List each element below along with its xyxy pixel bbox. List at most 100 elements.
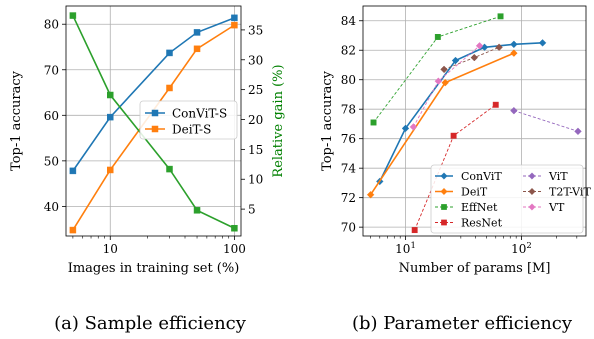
data-point	[470, 53, 479, 62]
series-line-effnet	[373, 15, 501, 123]
legend-swatch-marker	[528, 172, 536, 180]
y-tick-label: 76	[341, 132, 356, 146]
legend-swatch-marker	[440, 172, 448, 180]
data-point	[107, 166, 114, 174]
y-tick-label: 72	[341, 191, 356, 205]
data-point	[401, 124, 410, 133]
panel-b-series	[366, 13, 582, 234]
legend-label: ViT	[548, 170, 568, 183]
data-point	[231, 21, 238, 29]
legend-swatch-marker	[528, 203, 536, 211]
legend-label: EffNet	[461, 201, 498, 214]
x-tick-label: 102	[511, 241, 532, 256]
panel-b-y-axis-label: Top-1 accuracy	[320, 70, 335, 171]
y-tick-label: 82	[341, 44, 356, 58]
data-point	[107, 113, 114, 121]
y2-tick-label: 10	[248, 173, 263, 187]
data-point	[411, 227, 418, 234]
data-point	[434, 77, 443, 85]
data-point	[370, 119, 377, 126]
data-point	[574, 127, 582, 136]
x-tick-label: 10	[103, 242, 118, 256]
y2-tick-label: 20	[248, 113, 263, 127]
data-point	[441, 78, 449, 87]
y-tick-label: 60	[44, 109, 59, 123]
legend-swatch-marker	[441, 204, 447, 210]
legend-label: T2T-ViT	[549, 186, 591, 199]
data-point	[69, 167, 77, 175]
legend-box	[430, 164, 584, 234]
data-point	[475, 42, 484, 50]
panel-a-caption: (a) Sample efficiency	[54, 313, 247, 334]
x-tick-exponent: 1	[410, 241, 415, 251]
data-point	[450, 132, 457, 139]
legend-swatch-marker	[151, 125, 159, 133]
data-point	[434, 34, 441, 40]
panel-b-plot-frame	[362, 5, 587, 237]
data-point	[495, 43, 503, 52]
series-line-convit	[379, 42, 543, 182]
panel-a-series	[69, 12, 238, 234]
panel-a-x-axis-label: Images in training set (%)	[68, 261, 240, 276]
y2-tick-label: 30	[248, 53, 263, 67]
x-tick-label: 100	[223, 242, 246, 256]
panel-b-ticks: 101 102 70 72 74 76 78 80 82 84	[341, 14, 578, 256]
y-tick-label: 80	[341, 73, 356, 87]
legend-swatch-marker	[151, 109, 159, 117]
x-tick-label: 101	[395, 241, 416, 256]
data-point	[440, 65, 448, 74]
y2-tick-label: 25	[248, 83, 263, 97]
data-point	[231, 224, 238, 232]
data-point	[366, 190, 375, 199]
data-point	[538, 39, 547, 47]
panel-a-legend: ConViT-S DeiT-S	[139, 100, 238, 140]
data-point	[510, 40, 518, 49]
legend-label: VT	[548, 201, 565, 214]
data-point	[166, 84, 173, 92]
data-point	[69, 226, 77, 234]
panel-a-y-axis-label: Top-1 accuracy	[9, 70, 24, 171]
data-point	[451, 56, 460, 65]
y-tick-label: 40	[44, 200, 59, 214]
data-point	[193, 29, 201, 36]
y-tick-label: 70	[341, 221, 356, 235]
panel-a-ticks: 10 100 40 50 60 70 80 5 10 15 20 25 30 35	[44, 18, 264, 256]
y-tick-label: 84	[341, 14, 357, 28]
legend-swatch-marker	[440, 187, 448, 196]
legend-label: DeiT	[461, 186, 488, 199]
y-tick-label: 80	[44, 18, 59, 32]
legend-label: ResNet	[461, 217, 503, 230]
y-tick-label: 74	[341, 162, 357, 176]
data-point	[166, 165, 173, 173]
data-point	[166, 49, 173, 57]
y2-tick-label: 5	[248, 203, 256, 217]
y-tick-label: 50	[44, 154, 59, 168]
data-point	[193, 45, 201, 53]
data-point	[107, 91, 114, 99]
data-point	[510, 49, 518, 57]
data-point	[497, 13, 504, 20]
y2-tick-label: 35	[248, 23, 263, 37]
panel-b-legend: ConViT DeiT EffNet ResNet ViT T2T-ViT VT	[430, 164, 591, 234]
panel-b-parameter-efficiency: 101 102 70 72 74 76 78 80 82 84 Number of params …	[320, 5, 591, 334]
data-point	[231, 14, 238, 22]
legend-label: ConViT	[461, 170, 502, 183]
panel-a-sample-efficiency: 10 100 40 50 60 70 80 5 10 15 20 25 30 35 Images in t…	[9, 5, 286, 334]
legend-label: ConViT-S	[172, 107, 227, 121]
legend-swatch-marker	[528, 187, 536, 196]
series-line-vit	[513, 110, 579, 132]
panel-a-right-y-axis-label: Relative gain (%)	[271, 64, 286, 177]
y-tick-label: 70	[44, 63, 59, 77]
y-tick-label: 78	[341, 103, 356, 117]
data-point	[69, 12, 77, 19]
y2-tick-label: 15	[248, 143, 263, 157]
data-point	[409, 123, 418, 131]
data-point	[510, 106, 518, 115]
panel-b-x-axis-label: Number of params [M]	[399, 261, 551, 276]
panel-a-plot-frame	[65, 5, 242, 237]
legend-label: DeiT-S	[172, 123, 211, 137]
data-point	[193, 207, 201, 214]
legend-swatch-marker	[441, 219, 447, 226]
data-point	[492, 101, 499, 108]
